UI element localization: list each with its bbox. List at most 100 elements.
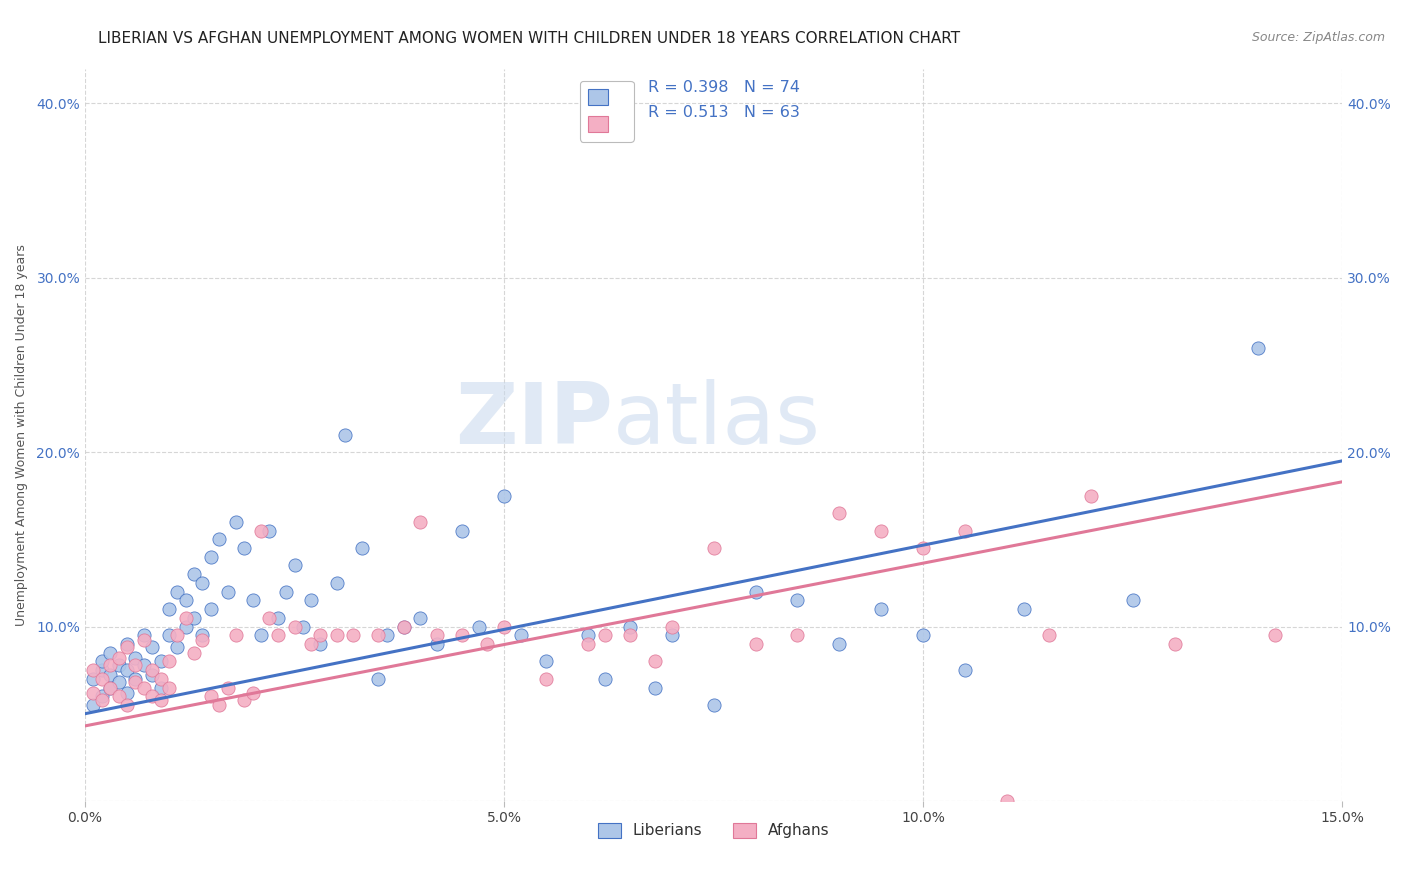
Point xyxy=(90,672,112,686)
Point xyxy=(367,672,389,686)
Point xyxy=(200,549,222,564)
Point xyxy=(141,663,163,677)
Point xyxy=(1247,341,1270,355)
Point xyxy=(157,654,180,668)
Point xyxy=(124,672,146,686)
Point xyxy=(90,663,112,677)
Point xyxy=(115,637,138,651)
Point xyxy=(242,686,264,700)
Point xyxy=(494,489,516,503)
Point xyxy=(409,611,432,625)
Point xyxy=(477,637,499,651)
Point xyxy=(451,524,474,538)
Point xyxy=(534,672,557,686)
Text: LIBERIAN VS AFGHAN UNEMPLOYMENT AMONG WOMEN WITH CHILDREN UNDER 18 YEARS CORRELA: LIBERIAN VS AFGHAN UNEMPLOYMENT AMONG WO… xyxy=(98,31,960,46)
Point xyxy=(870,602,893,616)
Point xyxy=(107,675,129,690)
Point xyxy=(870,524,893,538)
Legend: Liberians, Afghans: Liberians, Afghans xyxy=(592,817,835,845)
Point xyxy=(90,654,112,668)
Point xyxy=(174,611,197,625)
Point xyxy=(132,633,155,648)
Point xyxy=(191,575,214,590)
Text: Source: ZipAtlas.com: Source: ZipAtlas.com xyxy=(1251,31,1385,45)
Point xyxy=(350,541,373,555)
Point xyxy=(157,602,180,616)
Point xyxy=(744,637,766,651)
Point xyxy=(661,628,683,642)
Text: R = 0.513   N = 63: R = 0.513 N = 63 xyxy=(648,104,800,120)
Point xyxy=(115,663,138,677)
Point xyxy=(284,619,307,633)
Point xyxy=(82,663,104,677)
Point xyxy=(149,672,172,686)
Point xyxy=(107,651,129,665)
Point xyxy=(233,541,256,555)
Point xyxy=(744,584,766,599)
Point xyxy=(392,619,415,633)
Point xyxy=(166,584,188,599)
Point xyxy=(267,628,290,642)
Point xyxy=(107,657,129,672)
Point xyxy=(1122,593,1144,607)
Point xyxy=(342,628,364,642)
Point xyxy=(149,681,172,695)
Point xyxy=(367,628,389,642)
Point xyxy=(786,593,808,607)
Point xyxy=(174,619,197,633)
Point xyxy=(115,686,138,700)
Point xyxy=(619,628,641,642)
Point xyxy=(912,628,935,642)
Point xyxy=(149,692,172,706)
Point xyxy=(284,558,307,573)
Point xyxy=(995,794,1018,808)
Point xyxy=(141,640,163,655)
Point xyxy=(124,657,146,672)
Point xyxy=(644,681,666,695)
Point xyxy=(392,619,415,633)
Point xyxy=(225,515,247,529)
Text: R = 0.398   N = 74: R = 0.398 N = 74 xyxy=(648,79,800,95)
Point xyxy=(593,628,616,642)
Point xyxy=(703,698,725,712)
Point xyxy=(183,567,205,582)
Point xyxy=(1163,637,1185,651)
Point xyxy=(375,628,398,642)
Point xyxy=(191,628,214,642)
Point xyxy=(451,628,474,642)
Point xyxy=(426,637,449,651)
Point xyxy=(593,672,616,686)
Point xyxy=(166,628,188,642)
Point xyxy=(132,628,155,642)
Point xyxy=(98,681,121,695)
Point xyxy=(1038,628,1060,642)
Point xyxy=(183,646,205,660)
Point xyxy=(576,637,599,651)
Point xyxy=(308,637,330,651)
Point xyxy=(291,619,314,633)
Point xyxy=(200,690,222,704)
Point xyxy=(308,628,330,642)
Point xyxy=(259,611,281,625)
Point xyxy=(217,681,239,695)
Point xyxy=(333,427,356,442)
Point xyxy=(174,593,197,607)
Point xyxy=(82,686,104,700)
Point xyxy=(149,654,172,668)
Point xyxy=(98,668,121,682)
Point xyxy=(912,541,935,555)
Point xyxy=(98,657,121,672)
Point xyxy=(141,668,163,682)
Point xyxy=(90,690,112,704)
Point xyxy=(183,611,205,625)
Point xyxy=(233,692,256,706)
Point xyxy=(217,584,239,599)
Point xyxy=(619,619,641,633)
Point xyxy=(828,637,851,651)
Point xyxy=(82,672,104,686)
Y-axis label: Unemployment Among Women with Children Under 18 years: Unemployment Among Women with Children U… xyxy=(15,244,28,625)
Point xyxy=(250,524,273,538)
Point xyxy=(82,698,104,712)
Point xyxy=(409,515,432,529)
Point xyxy=(225,628,247,642)
